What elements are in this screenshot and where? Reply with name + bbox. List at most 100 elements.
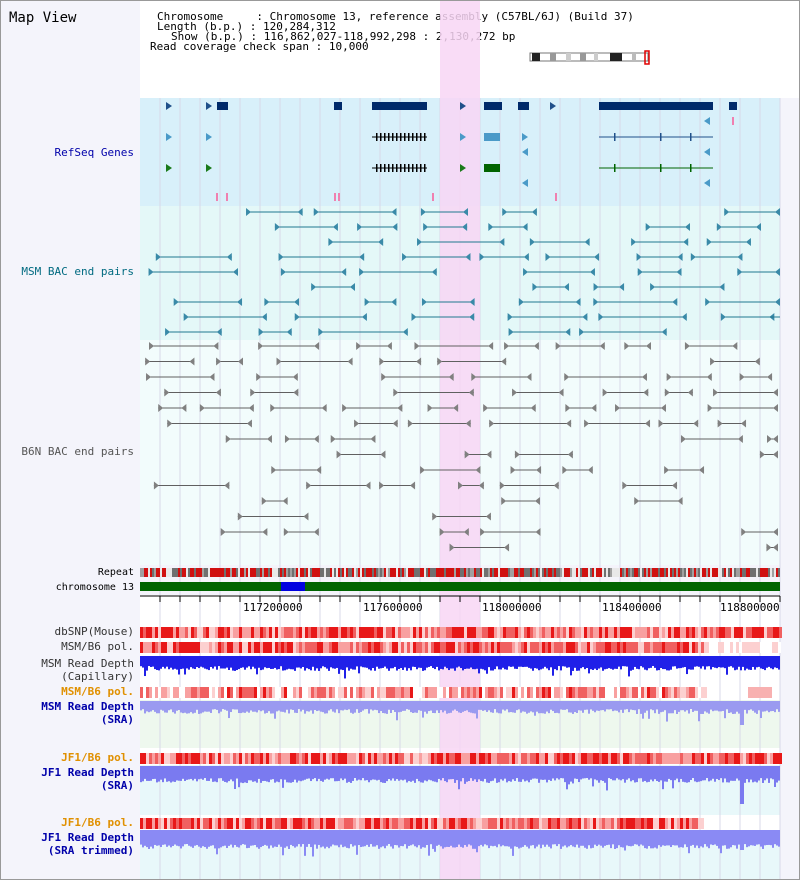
- repeat-segment: [536, 568, 538, 577]
- polymorphism-cell: [722, 627, 725, 638]
- gene-block: [599, 102, 713, 110]
- repeat-segment: [186, 568, 188, 577]
- depth-bar: [310, 830, 312, 848]
- depth-bar: [414, 701, 416, 713]
- depth-bar: [778, 656, 780, 670]
- bac-end-marker: [664, 466, 670, 474]
- bac-end-marker: [672, 298, 678, 306]
- repeat-segment: [490, 568, 492, 577]
- polymorphism-cell: [773, 627, 776, 638]
- depth-bar: [514, 830, 516, 847]
- repeat-segment: [666, 568, 668, 577]
- polymorphism-cell: [638, 687, 641, 698]
- polymorphism-cell: [518, 818, 521, 829]
- depth-bar: [290, 766, 292, 783]
- depth-bar: [628, 701, 630, 713]
- depth-bar: [284, 656, 286, 671]
- polymorphism-cell: [152, 687, 155, 698]
- repeat-segment: [376, 568, 378, 577]
- polymorphism-cell: [308, 687, 311, 698]
- polymorphism-cell: [227, 687, 230, 698]
- depth-bar: [480, 766, 482, 781]
- depth-bar: [244, 830, 246, 845]
- depth-bar: [322, 701, 324, 713]
- depth-bar: [522, 701, 524, 712]
- depth-bar: [754, 701, 756, 713]
- depth-bar: [454, 656, 456, 671]
- depth-bar: [598, 766, 600, 783]
- bac-end-marker: [264, 298, 270, 306]
- refseq-track-label[interactable]: RefSeq Genes: [54, 146, 134, 159]
- polymorphism-cell: [446, 627, 449, 638]
- polymorphism-cell: [727, 642, 730, 653]
- polymorphism-cell: [290, 818, 293, 829]
- depth-bar: [184, 701, 186, 713]
- repeat-segment: [302, 568, 304, 577]
- polymorphism-cell: [482, 627, 485, 638]
- polymorphism-cell: [221, 687, 224, 698]
- msm-bac-track-label[interactable]: MSM BAC end pairs: [21, 265, 134, 278]
- repeat-segment: [514, 568, 516, 577]
- depth-bar: [350, 766, 352, 783]
- depth-bar: [518, 656, 520, 667]
- depth-bar: [232, 656, 234, 671]
- repeat-segment: [570, 568, 572, 577]
- repeat-segment: [342, 568, 344, 577]
- polymorphism-cell: [422, 642, 425, 653]
- depth-bar: [488, 830, 490, 849]
- depth-bar: [324, 766, 326, 780]
- depth-bar: [604, 766, 606, 783]
- depth-bar: [246, 701, 248, 712]
- polymorphism-cell: [683, 687, 686, 698]
- depth-bar: [262, 656, 264, 670]
- repeat-segment: [422, 568, 424, 577]
- polymorphism-cell: [371, 642, 374, 653]
- chromosome-ideogram[interactable]: [528, 50, 652, 66]
- gene-arrow: [522, 179, 528, 187]
- depth-bar: [252, 830, 254, 846]
- depth-bar: [570, 766, 572, 782]
- bac-end-marker: [478, 481, 484, 490]
- bac-end-marker: [553, 481, 559, 490]
- polymorphism-cell: [194, 753, 197, 764]
- bac-end-marker: [615, 404, 621, 412]
- depth-bar: [432, 701, 434, 714]
- polymorphism-cell: [377, 753, 380, 764]
- depth-bar: [368, 766, 370, 783]
- polymorphism-cell: [620, 627, 623, 638]
- bac-end-marker: [238, 357, 244, 366]
- polymorphism-cell: [329, 642, 332, 653]
- depth-bar: [432, 766, 434, 782]
- depth-bar: [260, 656, 262, 671]
- depth-bar: [220, 701, 222, 712]
- polymorphism-cell: [509, 687, 512, 698]
- depth-bar: [188, 656, 190, 670]
- polymorphism-cell: [644, 818, 647, 829]
- polymorphism-cell: [572, 627, 575, 638]
- polymorphism-cell: [362, 687, 365, 698]
- polymorphism-cell: [479, 753, 482, 764]
- depth-bar: [594, 701, 596, 713]
- polymorphism-cell: [539, 627, 542, 638]
- polymorphism-cell: [272, 753, 275, 764]
- polymorphism-cell: [455, 753, 458, 764]
- depth-bar: [452, 656, 454, 669]
- b6n-bac-track-label[interactable]: B6N BAC end pairs: [21, 445, 134, 458]
- repeat-segment: [340, 568, 342, 577]
- bac-end-marker: [699, 466, 705, 474]
- depth-bar: [346, 701, 348, 711]
- depth-bar: [736, 766, 738, 779]
- depth-bar: [248, 830, 250, 848]
- polymorphism-cell: [221, 753, 224, 764]
- polymorphism-cell: [356, 687, 359, 698]
- depth-bar: [388, 766, 390, 780]
- repeat-segment: [326, 568, 328, 577]
- depth-bar: [382, 766, 384, 783]
- depth-bar: [622, 701, 624, 713]
- repeat-segment: [772, 568, 774, 577]
- polymorphism-cell: [635, 627, 638, 638]
- depth-bar: [622, 766, 624, 780]
- repeat-segment: [734, 568, 736, 577]
- polymorphism-cell: [467, 818, 470, 829]
